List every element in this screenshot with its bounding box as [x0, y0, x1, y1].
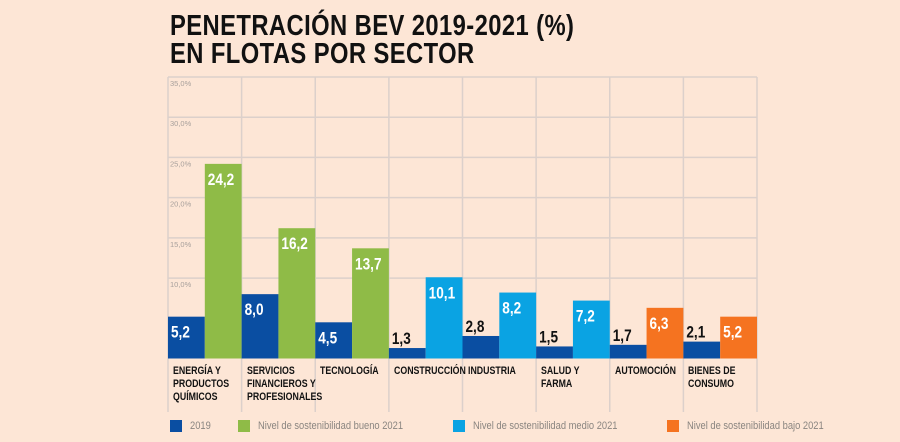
- bar-2021: [720, 316, 757, 359]
- legend-swatch: [170, 420, 182, 432]
- legend-label: Nivel de sostenibilidad medio 2021: [473, 420, 618, 432]
- bar-2019: [683, 341, 721, 359]
- bar-value-label-2021: 6,3: [650, 314, 669, 333]
- bar-value-label-2019: 4,5: [318, 329, 337, 348]
- y-tick-label: 30,0%: [170, 119, 192, 128]
- bar-value-label-2021: 24,2: [208, 171, 234, 190]
- bar-value-label-2019: 2,8: [466, 318, 485, 337]
- bar-2021: [646, 307, 684, 359]
- legend-label: 2019: [190, 420, 211, 432]
- legend-item-2019: 2019: [170, 420, 214, 432]
- y-tick-label: 20,0%: [170, 200, 192, 209]
- bar-value-label-2019: 1,5: [539, 328, 558, 347]
- bar-value-label-2021: 16,2: [281, 235, 307, 254]
- bar-2019: [241, 294, 279, 359]
- bar-2021: [204, 163, 242, 359]
- legend-label: Nivel de sostenibilidad bajo 2021: [687, 420, 824, 432]
- category-label: CONSTRUCCIÓN: [393, 365, 466, 377]
- bar-2021: [499, 292, 537, 359]
- category-label: TECNOLOGÍA: [320, 365, 379, 377]
- y-tick-label: 35,0%: [170, 79, 192, 88]
- category-label: ENERGÍA Y PRODUCTOS QUÍMICOS: [173, 365, 230, 403]
- bar-value-label-2021: 8,2: [502, 299, 521, 318]
- bar-value-label-2021: 5,2: [723, 323, 742, 342]
- legend-swatch: [453, 420, 466, 432]
- title-line-2: EN FLOTAS POR SECTOR: [170, 38, 475, 70]
- chart-title: PENETRACIÓN BEV 2019-2021 (%) EN FLOTAS …: [170, 10, 575, 70]
- legend-swatch: [238, 420, 251, 432]
- bar-2019: [536, 346, 573, 359]
- bar-2021: [425, 277, 463, 359]
- legend-swatch: [667, 420, 680, 432]
- category-label: SERVICIOS FINANCIEROS Y PROFESIONALES: [246, 365, 322, 403]
- bar-2019: [168, 316, 205, 359]
- bar-value-label-2019: 8,0: [245, 301, 264, 320]
- category-label: SALUD Y FARMA: [541, 365, 580, 390]
- category-label: BIENES DE CONSUMO: [688, 365, 736, 390]
- y-tick-label: 15,0%: [170, 240, 192, 249]
- bar-value-label-2019: 5,2: [171, 323, 190, 342]
- bar-value-label-2021: 13,7: [355, 255, 381, 274]
- legend-item-bajo: Nivel de sostenibilidad bajo 2021: [667, 420, 848, 432]
- legend: 2019 Nivel de sostenibilidad bueno 2021 …: [170, 420, 872, 432]
- legend-label: Nivel de sostenibilidad bueno 2021: [258, 420, 404, 432]
- bar-2021: [352, 248, 389, 359]
- bar-2019: [315, 322, 353, 359]
- bar-value-label-2019: 2,1: [686, 323, 705, 342]
- legend-item-bueno: Nivel de sostenibilidad bueno 2021: [238, 420, 429, 432]
- bar-2019: [609, 344, 647, 359]
- bar-value-label-2019: 1,3: [392, 330, 411, 349]
- bar-2019: [388, 348, 426, 359]
- y-tick-label: 10,0%: [170, 280, 192, 289]
- bar-2021: [572, 300, 610, 359]
- title-line-1: PENETRACIÓN BEV 2019-2021 (%): [170, 10, 575, 42]
- bar-value-label-2019: 1,7: [613, 326, 632, 345]
- bar-value-label-2021: 7,2: [576, 307, 595, 326]
- bar-2021: [278, 228, 316, 359]
- bar-value-label-2021: 10,1: [429, 284, 456, 303]
- category-label: AUTOMOCIÓN: [614, 365, 676, 377]
- category-label: INDUSTRIA: [467, 365, 516, 377]
- y-tick-label: 25,0%: [170, 159, 192, 168]
- bar-2019: [462, 335, 500, 359]
- legend-item-medio: Nivel de sostenibilidad medio 2021: [453, 420, 643, 432]
